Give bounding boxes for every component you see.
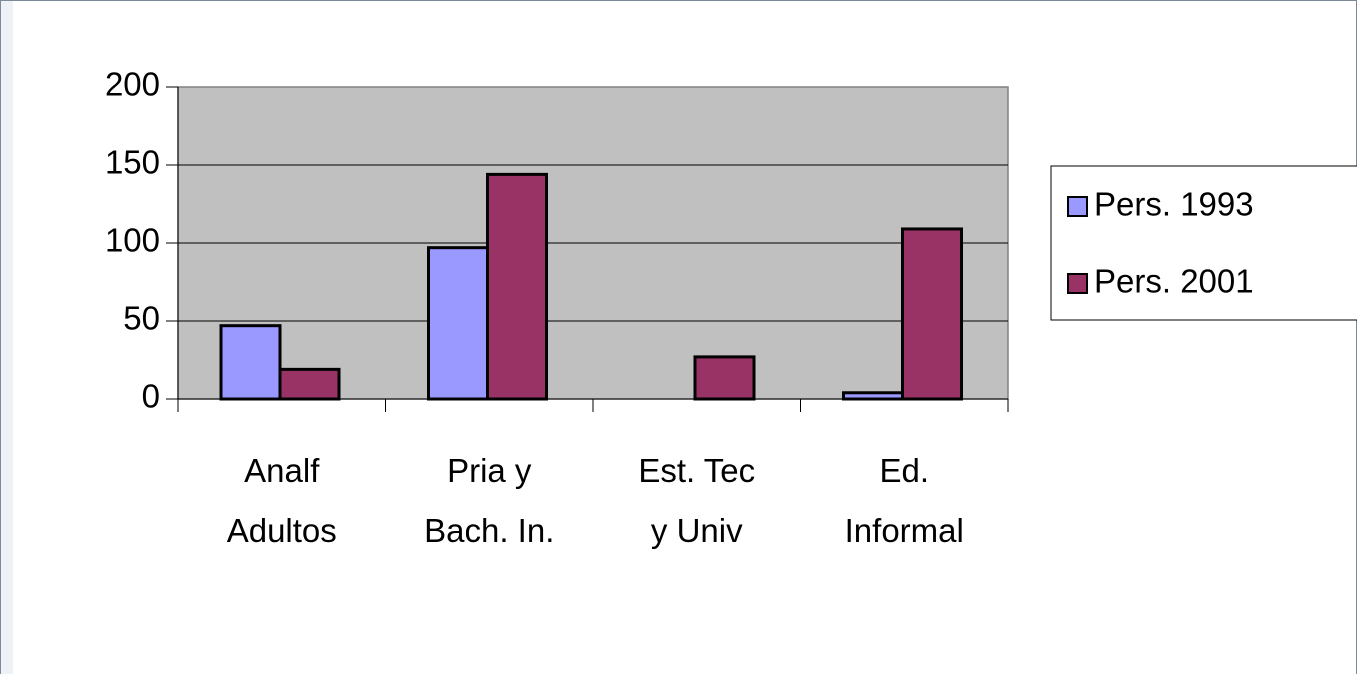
x-tick-label: Ed. Informal bbox=[845, 452, 964, 549]
x-tick-label-line: Analf bbox=[244, 452, 320, 489]
x-tick-label-line: Adultos bbox=[227, 512, 337, 549]
y-tick-label: 150 bbox=[105, 144, 160, 181]
x-tick-label: Est. Tec y Univ bbox=[638, 452, 755, 549]
bar bbox=[219, 324, 282, 401]
x-tick-label-line: Bach. In. bbox=[424, 512, 554, 549]
y-tick-label: 100 bbox=[105, 222, 160, 259]
x-tick-label-line: Informal bbox=[845, 512, 964, 549]
bar bbox=[842, 391, 904, 401]
x-tick-label-line: Est. Tec bbox=[638, 452, 755, 489]
x-tick-label: Analf Adultos bbox=[227, 452, 337, 549]
bar bbox=[486, 172, 548, 401]
legend-swatch bbox=[1067, 196, 1088, 217]
bar bbox=[278, 367, 341, 401]
legend-box bbox=[1050, 165, 1357, 321]
bar bbox=[427, 246, 489, 401]
y-tick-label: 200 bbox=[105, 66, 160, 103]
y-tick-label: 0 bbox=[142, 378, 160, 415]
y-tick-label: 50 bbox=[123, 300, 160, 337]
x-tick-label-line: Ed. bbox=[879, 452, 929, 489]
x-tick-label-line: y Univ bbox=[651, 512, 743, 549]
x-tick-label-line: Pria y bbox=[447, 452, 532, 489]
left-edge bbox=[1, 1, 13, 674]
legend-label: Pers. 1993 bbox=[1094, 186, 1254, 223]
legend-swatch bbox=[1067, 273, 1088, 294]
x-tick-label: Pria y Bach. In. bbox=[424, 452, 554, 549]
legend-label: Pers. 2001 bbox=[1094, 263, 1254, 300]
bar bbox=[901, 227, 963, 401]
bar bbox=[693, 355, 756, 401]
